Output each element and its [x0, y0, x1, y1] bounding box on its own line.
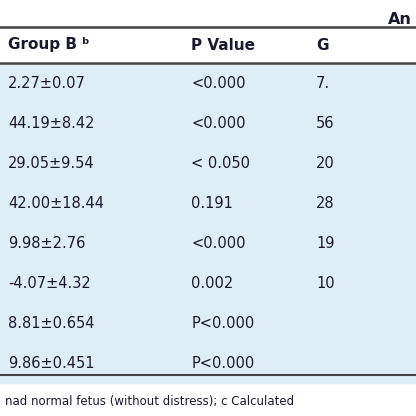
Text: 56: 56 [316, 116, 334, 131]
Text: P Value: P Value [191, 37, 255, 52]
Text: 28: 28 [316, 196, 335, 210]
Text: 10: 10 [316, 275, 335, 290]
Text: 0.191: 0.191 [191, 196, 233, 210]
Bar [0, 183, 416, 223]
Text: 9.86±0.451: 9.86±0.451 [8, 356, 95, 371]
Text: -4.07±4.32: -4.07±4.32 [8, 275, 91, 290]
Bar [0, 103, 416, 143]
Text: 8.81±0.654: 8.81±0.654 [8, 315, 95, 330]
Text: P<0.000: P<0.000 [191, 356, 255, 371]
Bar [0, 303, 416, 343]
Text: 20: 20 [316, 156, 335, 171]
Text: P<0.000: P<0.000 [191, 315, 255, 330]
Text: Group B ᵇ: Group B ᵇ [8, 37, 90, 52]
Bar [0, 343, 416, 383]
Bar [0, 63, 416, 103]
Text: 42.00±18.44: 42.00±18.44 [8, 196, 104, 210]
Text: nad normal fetus (without distress); ᴄ Calculated: nad normal fetus (without distress); ᴄ C… [5, 395, 294, 408]
Text: 7.: 7. [316, 75, 330, 91]
Bar [0, 263, 416, 303]
Text: 2.27±0.07: 2.27±0.07 [8, 75, 86, 91]
Bar [0, 28, 416, 62]
Text: <0.000: <0.000 [191, 75, 246, 91]
Text: <0.000: <0.000 [191, 116, 246, 131]
Text: 29.05±9.54: 29.05±9.54 [8, 156, 95, 171]
Text: G: G [316, 37, 329, 52]
Bar [0, 223, 416, 263]
Bar [0, 143, 416, 183]
Text: 19: 19 [316, 235, 334, 250]
Text: < 0.050: < 0.050 [191, 156, 250, 171]
Text: 44.19±8.42: 44.19±8.42 [8, 116, 95, 131]
Text: <0.000: <0.000 [191, 235, 246, 250]
Text: An: An [388, 12, 412, 27]
Text: 0.002: 0.002 [191, 275, 234, 290]
Text: 9.98±2.76: 9.98±2.76 [8, 235, 86, 250]
